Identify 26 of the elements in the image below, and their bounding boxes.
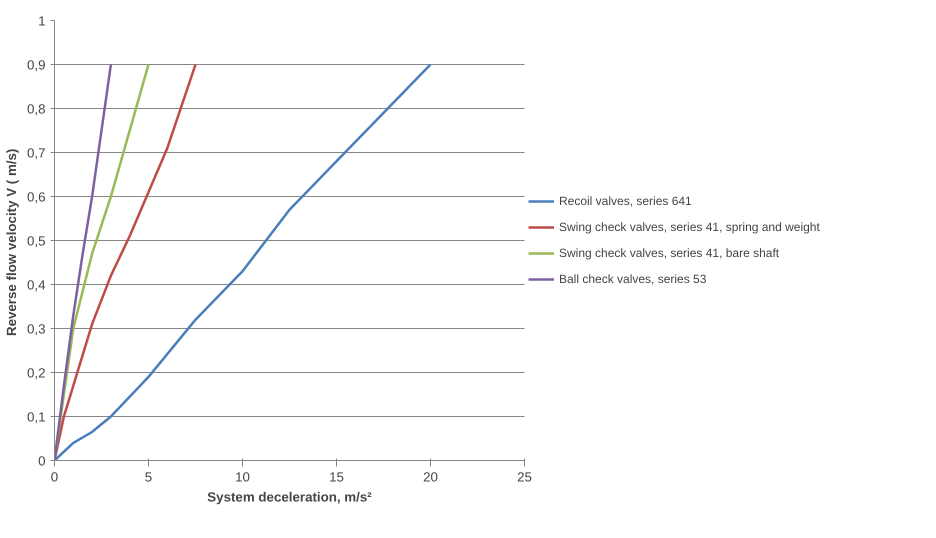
x-tick-label: 10 (235, 470, 250, 484)
y-tick-label: 0,9 (26, 58, 46, 72)
y-tick-label: 0,2 (26, 366, 46, 380)
x-tick-label: 5 (144, 470, 152, 484)
y-tick-label: 0,6 (26, 190, 46, 204)
y-tick-label: 0,4 (26, 278, 46, 292)
x-tick-label: 20 (423, 470, 438, 484)
x-tick-label: 15 (329, 470, 344, 484)
line-series (54, 63, 197, 460)
x-tick-label: 25 (517, 470, 532, 484)
y-tick-label: 0,3 (26, 322, 46, 336)
x-axis-title: System deceleration, m/s² (207, 490, 372, 504)
line-series (54, 63, 432, 460)
x-tick-label: 0 (50, 470, 58, 484)
legend-label: Swing check valves, series 41, bare shaft (559, 246, 780, 260)
y-tick-label: 0 (38, 454, 46, 468)
legend-label: Ball check valves, series 53 (559, 272, 706, 286)
y-tick-label: 1 (38, 14, 46, 28)
y-axis-title: Reverse flow velocity V ( m/s) (4, 148, 19, 336)
y-tick-label: 0,7 (26, 146, 46, 160)
y-tick-label: 0,1 (26, 410, 46, 424)
legend-label: Recoil valves, series 641 (559, 194, 692, 208)
legend-label: Swing check valves, series 41, spring and weight (559, 220, 820, 234)
line-series (54, 63, 112, 460)
y-tick-label: 0,5 (26, 234, 46, 248)
y-tick-label: 0,8 (26, 102, 46, 116)
